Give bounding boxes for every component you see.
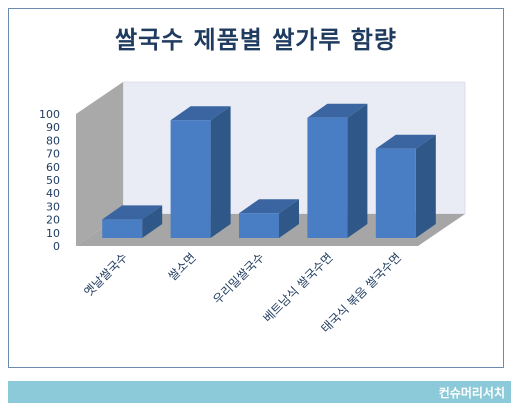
bar-front — [375, 148, 416, 238]
bar — [170, 106, 231, 238]
bar-top — [102, 205, 163, 220]
y-tick-label: 80 — [46, 134, 60, 147]
bar — [102, 205, 163, 238]
y-tick-label: 100 — [39, 108, 60, 121]
bar-top — [170, 106, 231, 121]
footer-bar: 컨슈머리서치 — [8, 381, 511, 403]
y-tick-label: 30 — [46, 200, 60, 213]
bar-side — [279, 199, 299, 238]
bar-side — [415, 134, 436, 238]
bar-side — [142, 205, 163, 238]
y-tick-label: 90 — [46, 121, 60, 134]
footer-source: 컨슈머리서치 — [438, 386, 505, 400]
x-tick-label: 우리밀쌀국수 — [210, 250, 267, 307]
bars — [102, 103, 436, 238]
chart-title: 쌀국수 제품별 쌀가루 함량 — [115, 26, 397, 54]
bar-front — [307, 117, 348, 238]
y-tick-label: 50 — [46, 174, 60, 187]
bar — [375, 134, 436, 238]
x-tick-label: 쌀소면 — [165, 250, 198, 283]
bar-top — [307, 103, 368, 118]
x-tick-label: 옛날쌀국수 — [81, 250, 130, 299]
y-tick-label: 40 — [46, 187, 60, 200]
y-tick-label: 20 — [46, 214, 60, 227]
bar-front — [102, 219, 143, 238]
bar-top — [239, 199, 299, 214]
bar-top — [375, 134, 436, 149]
y-tick-label: 70 — [46, 148, 60, 161]
bar-side — [347, 103, 368, 238]
x-tick-label: 베트남식 쌀국수면 — [260, 250, 335, 325]
bar-front — [170, 120, 211, 238]
bar — [239, 199, 299, 238]
bar — [307, 103, 368, 238]
bar-side — [210, 106, 231, 238]
y-tick-label: 60 — [46, 161, 60, 174]
side-wall — [76, 82, 123, 246]
bar-front — [239, 213, 279, 238]
y-tick-label: 0 — [53, 240, 60, 253]
y-tick-label: 10 — [46, 227, 60, 240]
